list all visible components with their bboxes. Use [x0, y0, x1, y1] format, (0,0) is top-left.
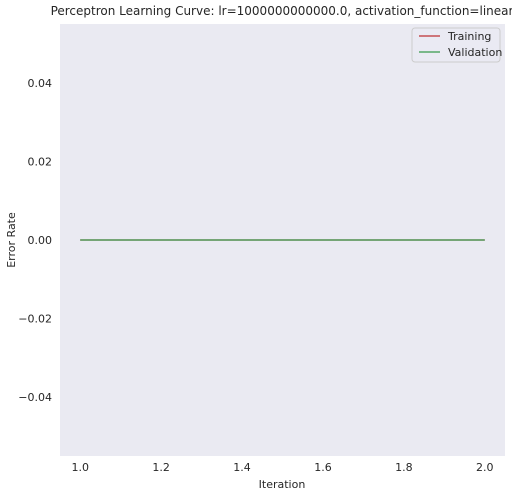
chart-title: Perceptron Learning Curve: lr=1000000000…	[51, 4, 512, 18]
y-tick-label: 0.00	[28, 234, 53, 247]
y-axis-ticks: −0.04 −0.02 0.00 0.02 0.04	[18, 77, 52, 404]
x-tick-label: 1.6	[314, 461, 332, 474]
legend: Training Validation	[411, 27, 502, 63]
x-axis-label: Iteration	[259, 478, 306, 491]
y-tick-label: 0.02	[28, 155, 53, 168]
y-axis-label: Error Rate	[5, 212, 18, 268]
x-axis-ticks: 1.0 1.2 1.4 1.6 1.8 2.0	[71, 461, 493, 474]
x-tick-label: 1.0	[71, 461, 89, 474]
y-tick-label: −0.04	[18, 391, 52, 404]
legend-label-training: Training	[447, 30, 491, 43]
y-tick-label: −0.02	[18, 313, 52, 326]
x-tick-label: 1.2	[152, 461, 170, 474]
x-tick-label: 2.0	[476, 461, 494, 474]
x-tick-label: 1.4	[233, 461, 251, 474]
x-tick-label: 1.8	[395, 461, 413, 474]
legend-label-validation: Validation	[448, 46, 502, 59]
y-tick-label: 0.04	[28, 77, 53, 90]
